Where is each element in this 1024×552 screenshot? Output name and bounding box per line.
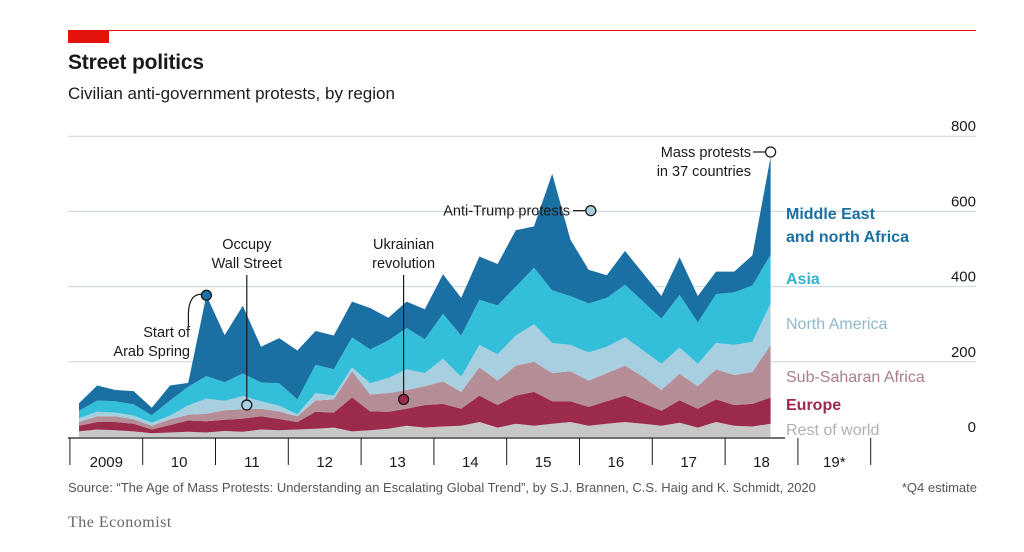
series-label-sub-saharan-africa: Sub-Saharan Africa [786, 369, 925, 386]
occupy-label-line: Occupy [222, 237, 272, 253]
y-tick-label-600: 600 [951, 193, 976, 210]
chart-title: Street politics [68, 51, 204, 74]
arab-spring-marker [200, 289, 213, 301]
series-label-line: North America [786, 316, 887, 333]
area-series [79, 156, 771, 437]
x-tick-label-10: 10 [171, 454, 188, 471]
mass-marker [764, 146, 777, 158]
trump-label-line: Anti-Trump protests [443, 204, 570, 220]
x-tick-label-12: 12 [316, 454, 333, 471]
x-tick-label-11: 11 [244, 454, 260, 471]
occupy-marker [241, 399, 253, 411]
footnote: *Q4 estimate [901, 480, 977, 495]
ukraine-marker [397, 393, 410, 406]
area-europe [79, 391, 771, 434]
economist-red-tag [68, 30, 109, 43]
series-label-line: Middle East [786, 206, 876, 223]
mass-label: Mass protests in 37 countries [657, 145, 751, 180]
x-tick-label-18: 18 [753, 454, 770, 471]
annotations: Start of Arab Spring Occupy Wall Street Ukra… [113, 145, 777, 411]
series-label-europe: Europe [786, 397, 841, 414]
y-tick-label-400: 400 [951, 269, 976, 286]
top-rule [68, 30, 976, 31]
series-label-line: Rest of world [786, 422, 879, 439]
x-tick-label-13: 13 [389, 454, 406, 471]
trump-marker [585, 204, 597, 217]
series-label-middle-east-and-north-africa: Middle East and north Africa [786, 206, 909, 246]
series-labels: Middle East and north Africa Asia North Ame… [786, 206, 925, 439]
y-tick-label-800: 800 [951, 118, 976, 135]
arab-spring-label-line: Arab Spring [113, 344, 190, 360]
y-tick-label-0: 0 [968, 419, 976, 436]
y-tick-label-200: 200 [951, 344, 976, 361]
area-middle-east-and-north-africa [79, 156, 771, 416]
x-tick-label-14: 14 [462, 454, 479, 471]
x-tick-label-17: 17 [680, 454, 697, 471]
x-tick-label-2009: 2009 [90, 454, 123, 471]
series-label-line: Asia [786, 271, 820, 288]
series-label-line: and north Africa [786, 229, 909, 246]
brand-logo: The Economist [68, 514, 172, 531]
series-label-rest-of-world: Rest of world [786, 422, 879, 439]
mass-label-line: in 37 countries [657, 164, 751, 180]
series-label-line: Sub-Saharan Africa [786, 369, 925, 386]
arab-spring-label: Start of Arab Spring [113, 325, 191, 360]
source-note: Source: “The Age of Mass Protests: Under… [68, 480, 816, 495]
mass-label-line: Mass protests [661, 145, 751, 161]
x-tick-label-19est: 19* [823, 454, 846, 471]
area-north-america [79, 303, 771, 426]
area-sub-saharan-africa [79, 344, 771, 430]
trump-label: Anti-Trump protests [443, 204, 570, 220]
series-label-north-america: North America [786, 316, 887, 333]
occupy-label-line: Wall Street [212, 256, 282, 272]
x-tick-label-16: 16 [608, 454, 625, 471]
ukraine-label: Ukrainian revolution [372, 237, 435, 272]
x-axis: 2009 10 11 12 13 14 15 16 17 18 19* [68, 437, 872, 471]
arab-spring-label-line: Start of [143, 325, 191, 341]
y-axis: 0 200 400 600 800 [951, 118, 976, 436]
area-rest-of-world [79, 422, 771, 437]
area-asia [79, 254, 771, 423]
series-label-line: Europe [786, 397, 841, 414]
series-label-asia: Asia [786, 271, 820, 288]
chart-subtitle: Civilian anti-government protests, by re… [68, 84, 395, 103]
x-tick-label-15: 15 [535, 454, 552, 471]
ukraine-label-line: revolution [372, 256, 435, 272]
occupy-label: Occupy Wall Street [212, 237, 282, 272]
ukraine-label-line: Ukrainian [373, 237, 434, 253]
